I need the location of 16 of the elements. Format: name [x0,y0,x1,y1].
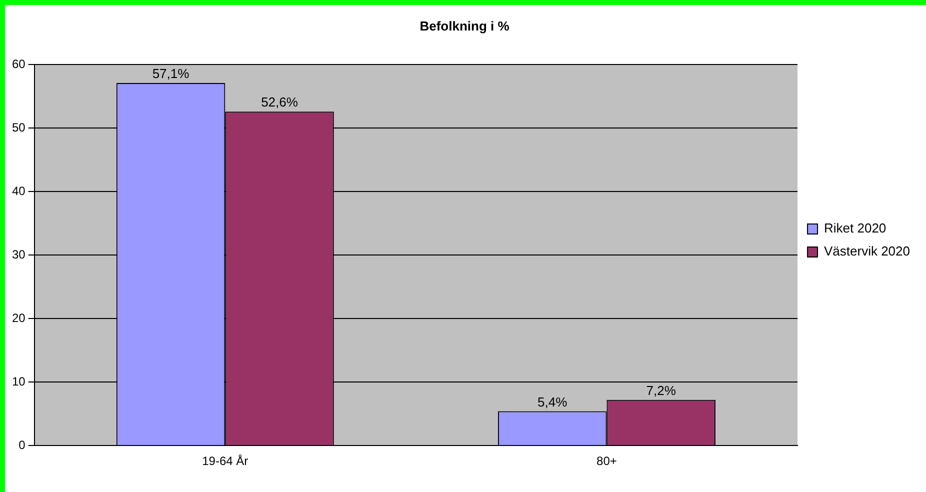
data-label: 57,1% [152,66,190,82]
y-tick-label: 60 [12,56,26,71]
data-label: 52,6% [261,94,298,110]
data-label: 5,4% [538,394,568,410]
legend-label: Riket 2020 [824,220,886,236]
legend-label: Västervik 2020 [824,244,910,259]
y-tick-label: 0 [18,438,26,452]
y-tick-label: 30 [12,247,26,262]
y-tick-label: 50 [12,120,26,134]
x-tick-label: 19-64 År [202,454,248,468]
y-tick-label: 20 [12,310,26,325]
x-tick-label: 80+ [596,454,617,468]
y-tick-label: 40 [12,184,26,198]
y-tick-label: 10 [12,374,26,388]
chart-title: Befolkning i % [420,18,510,34]
data-label: 7,2% [646,382,676,398]
